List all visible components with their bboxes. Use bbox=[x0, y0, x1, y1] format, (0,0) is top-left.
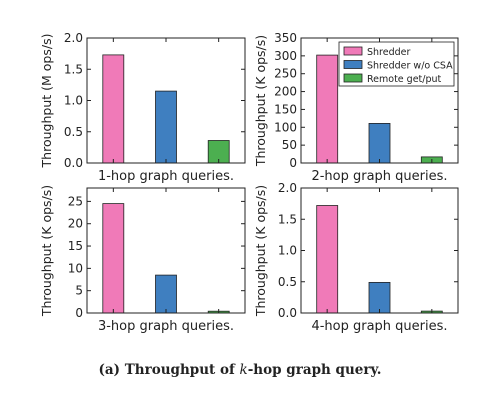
bar-shredder bbox=[316, 205, 339, 314]
bar-shredder-w-o-csa bbox=[368, 281, 391, 314]
legend-label-shredder-w-o-csa: Shredder w/o CSA bbox=[367, 61, 453, 72]
y-tick-label: 150 bbox=[274, 102, 297, 116]
caption-text-before: Throughput of bbox=[124, 362, 235, 378]
legend-label-shredder: Shredder bbox=[367, 47, 410, 58]
y-tick-label: 10 bbox=[68, 261, 83, 275]
y-tick-label: 0.0 bbox=[278, 306, 297, 320]
y-tick-label: 250 bbox=[274, 67, 297, 81]
y-tick-label: 50 bbox=[282, 138, 297, 152]
bar-shredder bbox=[102, 54, 125, 164]
y-tick-label: 100 bbox=[274, 120, 297, 134]
legend: Shredder Shredder w/o CSA Remote get/put bbox=[338, 41, 455, 87]
figure-caption: (a) Throughput of k-hop graph query. bbox=[0, 362, 480, 378]
legend-label-remote-get-put: Remote get/put bbox=[367, 74, 442, 85]
y-tick-label: 1.0 bbox=[64, 94, 83, 108]
y-tick-label: 15 bbox=[68, 239, 83, 253]
y-axis-label: Throughput (K ops/s) bbox=[39, 185, 54, 317]
y-axis-label: Throughput (K ops/s) bbox=[253, 35, 268, 167]
caption-variable: k bbox=[239, 362, 248, 378]
subplot-1: 0.0 0.5 1.0 1.5 2.0 1-hop graph queries. Throu… bbox=[39, 31, 246, 184]
y-tick-label: 5 bbox=[75, 284, 83, 298]
y-tick-label: 1.5 bbox=[64, 62, 83, 76]
subplot-3: 0 5 10 15 20 25 3-hop graph queries. Throughput… bbox=[39, 185, 246, 334]
y-tick-label: 0 bbox=[289, 156, 297, 170]
y-tick-label: 20 bbox=[68, 217, 83, 231]
bar-shredder-w-o-csa bbox=[368, 123, 391, 164]
y-tick-label: 350 bbox=[274, 31, 297, 45]
bar-shredder-w-o-csa bbox=[155, 274, 177, 314]
y-tick-label: 0.5 bbox=[64, 125, 83, 139]
subplot-4: 0.0 0.5 1.0 1.5 2.0 4-hop graph queries. Throu… bbox=[253, 181, 459, 334]
subplot-2: 0 50 100 150 200 250 300 350 2-hop graph queries… bbox=[253, 31, 459, 184]
x-axis-label: 3-hop graph queries. bbox=[98, 319, 234, 334]
caption-text-after: -hop graph query. bbox=[247, 362, 382, 378]
y-tick-label: 0 bbox=[75, 306, 83, 320]
y-tick-label: 200 bbox=[274, 85, 297, 99]
y-tick-label: 0.0 bbox=[64, 156, 83, 170]
bar-shredder-w-o-csa bbox=[155, 90, 177, 164]
y-tick-label: 300 bbox=[274, 49, 297, 63]
legend-swatch-shredder-w-o-csa bbox=[343, 60, 363, 69]
y-tick-label: 2.0 bbox=[64, 31, 83, 45]
caption-label: (a) bbox=[98, 362, 121, 378]
y-tick-label: 1.5 bbox=[278, 212, 297, 226]
y-tick-label: 0.5 bbox=[278, 275, 297, 289]
bar-shredder bbox=[102, 203, 125, 314]
x-axis-label: 4-hop graph queries. bbox=[311, 319, 447, 334]
bar-shredder bbox=[316, 54, 339, 164]
y-tick-label: 2.0 bbox=[278, 181, 297, 195]
x-axis-label: 1-hop graph queries. bbox=[98, 169, 234, 184]
x-axis-label: 2-hop graph queries. bbox=[311, 169, 447, 184]
y-axis-label: Throughput (M ops/s) bbox=[39, 34, 54, 169]
y-axis-label: Throughput (K ops/s) bbox=[253, 185, 268, 317]
legend-swatch-shredder bbox=[343, 46, 363, 56]
y-tick-label: 25 bbox=[68, 194, 83, 208]
legend-swatch-remote-get-put bbox=[343, 73, 363, 83]
y-tick-label: 1.0 bbox=[278, 244, 297, 258]
